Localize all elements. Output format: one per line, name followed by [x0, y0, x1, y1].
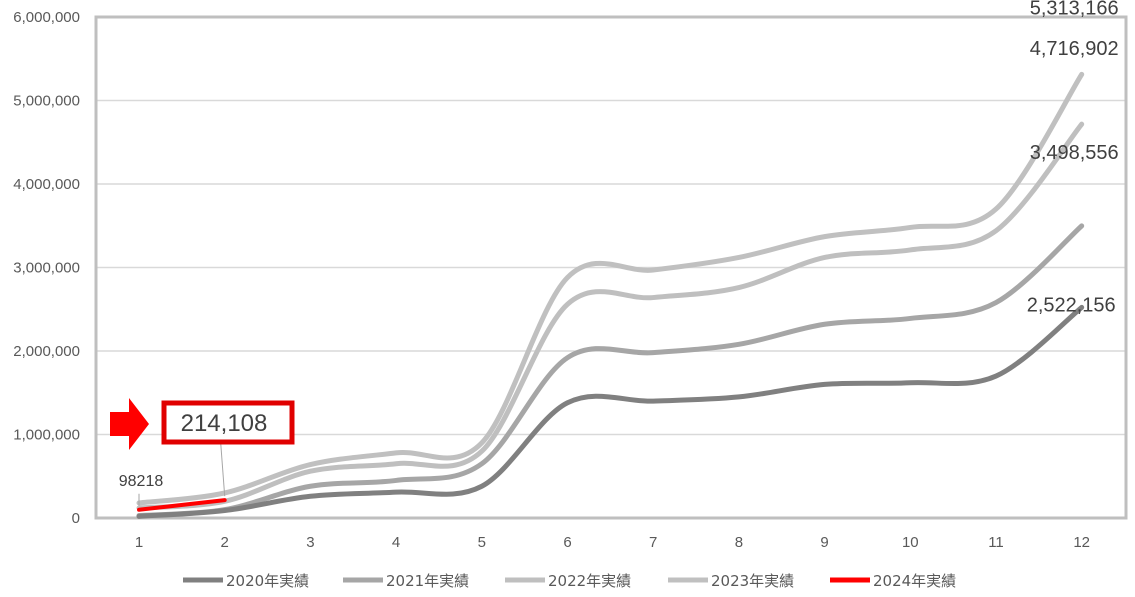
callout-label: 214,108 — [181, 410, 268, 437]
series-line-2023年実績 — [136, 71, 1085, 506]
x-tick-label: 2 — [221, 534, 229, 551]
x-tick-label: 3 — [306, 534, 314, 551]
first-point-label: 98218 — [119, 473, 164, 490]
end-value-label: 4,716,902 — [1030, 38, 1119, 60]
series-line-2022年実績 — [136, 121, 1085, 511]
x-tick-label: 4 — [392, 534, 400, 551]
annotations: 2,522,156 3,498,556 4,716,902 5,313,166 9821… — [110, 0, 1119, 506]
plot-area-border — [94, 15, 1128, 520]
arrow-right-icon — [110, 398, 149, 450]
legend: 2020年実績 2021年実績 2022年実績 2023年実績 2024年実績 — [183, 572, 956, 590]
callout-leader-line — [220, 442, 226, 497]
x-tick-label: 1 — [135, 534, 143, 551]
legend-label: 2024年実績 — [873, 572, 956, 590]
x-tick-label: 6 — [563, 534, 571, 551]
x-tick-label: 7 — [649, 534, 657, 551]
series-line-2020年実績 — [136, 304, 1085, 519]
series-lines — [136, 71, 1085, 519]
y-tick-label: 3,000,000 — [13, 260, 80, 277]
callout-box — [161, 400, 295, 445]
x-tick-label: 8 — [735, 534, 743, 551]
gridlines — [96, 99, 1126, 436]
y-tick-label: 6,000,000 — [13, 9, 80, 26]
x-tick-label: 9 — [820, 534, 828, 551]
x-tick-label: 10 — [902, 534, 919, 551]
y-tick-label: 0 — [72, 510, 80, 527]
y-tick-label: 4,000,000 — [13, 176, 80, 193]
legend-label: 2022年実績 — [548, 572, 631, 590]
end-value-label: 5,313,166 — [1030, 0, 1119, 19]
end-value-label: 3,498,556 — [1030, 142, 1119, 164]
legend-label: 2021年実績 — [386, 572, 469, 590]
x-axis-tick-labels: 1 2 3 4 5 6 7 8 9 10 11 12 — [135, 534, 1090, 551]
legend-label: 2023年実績 — [711, 572, 794, 590]
legend-label: 2020年実績 — [226, 572, 309, 590]
end-value-label: 2,522,156 — [1027, 294, 1116, 316]
series-line-2021年実績 — [136, 223, 1085, 518]
x-tick-label: 11 — [988, 534, 1004, 551]
y-axis-tick-labels: 0 1,000,000 2,000,000 3,000,000 4,000,000 5,0… — [13, 9, 80, 527]
y-tick-label: 5,000,000 — [13, 93, 80, 110]
x-tick-label: 12 — [1073, 534, 1090, 551]
series-line-2024年実績 — [137, 498, 227, 512]
y-tick-label: 1,000,000 — [13, 427, 80, 444]
x-tick-label: 5 — [478, 534, 486, 551]
y-tick-label: 2,000,000 — [13, 343, 80, 360]
